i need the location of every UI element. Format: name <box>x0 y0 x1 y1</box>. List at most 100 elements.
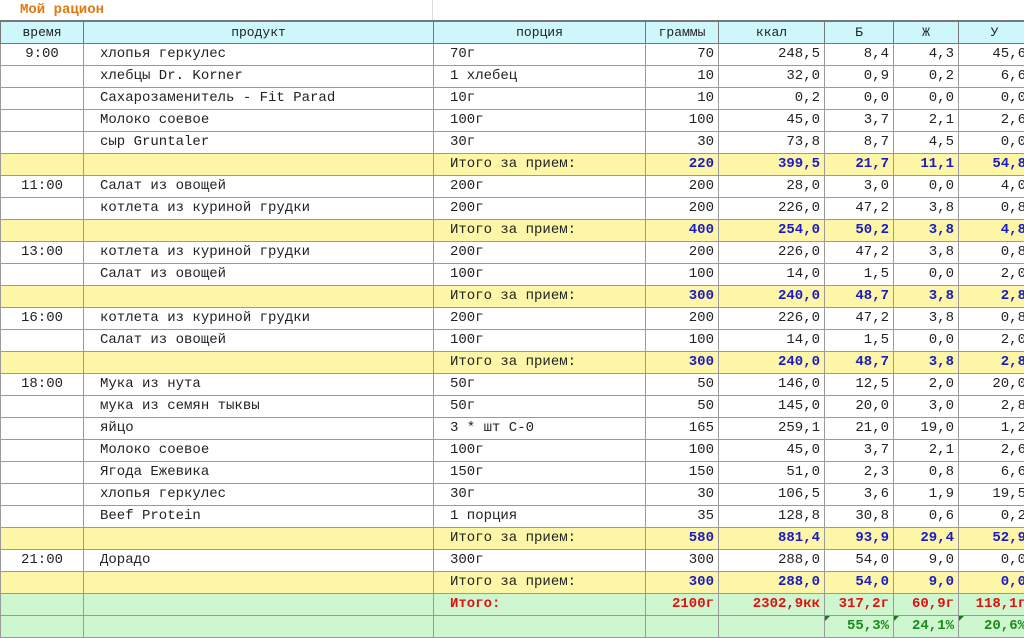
cell-protein[interactable]: 3,6 <box>825 484 894 506</box>
cell-kcal[interactable]: 254,0 <box>719 220 825 242</box>
cell-portion[interactable]: 100г <box>434 330 646 352</box>
cell-product[interactable]: Мука из нута <box>84 374 434 396</box>
cell-product[interactable]: котлета из куриной грудки <box>84 308 434 330</box>
cell-grams[interactable]: 30 <box>646 132 719 154</box>
cell-grams[interactable]: 165 <box>646 418 719 440</box>
cell-product[interactable]: Молоко соевое <box>84 440 434 462</box>
cell-fat[interactable]: 11,1 <box>894 154 959 176</box>
cell-product[interactable]: Молоко соевое <box>84 110 434 132</box>
cell-product[interactable]: котлета из куриной грудки <box>84 242 434 264</box>
cell-time[interactable] <box>1 572 84 594</box>
cell-grams[interactable]: 30 <box>646 484 719 506</box>
cell-time[interactable] <box>1 286 84 308</box>
cell-carbs[interactable]: 0,8 <box>959 308 1024 330</box>
cell-kcal[interactable]: 32,0 <box>719 66 825 88</box>
cell-product[interactable] <box>84 220 434 242</box>
cell-grams[interactable]: 300 <box>646 352 719 374</box>
cell-fat[interactable]: 3,8 <box>894 286 959 308</box>
cell-portion[interactable]: 200г <box>434 198 646 220</box>
cell-carbs[interactable]: 118,1г <box>959 594 1024 616</box>
cell-protein[interactable]: 54,0 <box>825 550 894 572</box>
cell-protein[interactable]: 21,7 <box>825 154 894 176</box>
cell-protein[interactable]: 30,8 <box>825 506 894 528</box>
cell-grams[interactable]: 100 <box>646 264 719 286</box>
cell-grams[interactable]: 300 <box>646 550 719 572</box>
cell-protein[interactable]: 48,7 <box>825 352 894 374</box>
cell-carbs[interactable]: 2,0 <box>959 264 1024 286</box>
cell-protein[interactable]: 54,0 <box>825 572 894 594</box>
header-kcal[interactable]: ккал <box>719 21 825 44</box>
cell-fat[interactable]: 3,8 <box>894 242 959 264</box>
cell-kcal[interactable]: 226,0 <box>719 308 825 330</box>
cell-portion[interactable]: 30г <box>434 484 646 506</box>
cell-time[interactable] <box>1 66 84 88</box>
cell-protein[interactable]: 21,0 <box>825 418 894 440</box>
cell-kcal[interactable]: 51,0 <box>719 462 825 484</box>
cell-time[interactable] <box>1 506 84 528</box>
cell-grams[interactable]: 400 <box>646 220 719 242</box>
cell-portion[interactable]: 1 хлебец <box>434 66 646 88</box>
cell-portion[interactable]: 70г <box>434 44 646 66</box>
cell-carbs[interactable]: 6,6 <box>959 462 1024 484</box>
cell-kcal[interactable]: 146,0 <box>719 374 825 396</box>
cell-portion[interactable]: Итого за прием: <box>434 352 646 374</box>
cell-fat[interactable]: 3,0 <box>894 396 959 418</box>
cell-protein[interactable]: 48,7 <box>825 286 894 308</box>
cell-product[interactable] <box>84 528 434 550</box>
cell-time[interactable] <box>1 528 84 550</box>
cell-protein[interactable]: 47,2 <box>825 198 894 220</box>
cell-carbs[interactable]: 0,0 <box>959 550 1024 572</box>
cell-portion[interactable] <box>434 616 646 638</box>
cell-portion[interactable]: 50г <box>434 396 646 418</box>
cell-fat[interactable]: 0,8 <box>894 462 959 484</box>
cell-time[interactable] <box>1 594 84 616</box>
cell-portion[interactable]: 100г <box>434 440 646 462</box>
cell-kcal[interactable]: 0,2 <box>719 88 825 110</box>
cell-carbs[interactable]: 2,0 <box>959 330 1024 352</box>
cell-fat[interactable]: 9,0 <box>894 572 959 594</box>
header-product[interactable]: продукт <box>84 21 434 44</box>
cell-grams[interactable]: 10 <box>646 66 719 88</box>
cell-fat[interactable]: 1,9 <box>894 484 959 506</box>
cell-carbs[interactable]: 4,0 <box>959 176 1024 198</box>
cell-carbs[interactable]: 45,6 <box>959 44 1024 66</box>
cell-grams[interactable]: 2100г <box>646 594 719 616</box>
cell-portion[interactable]: Итого: <box>434 594 646 616</box>
cell-kcal[interactable]: 288,0 <box>719 550 825 572</box>
cell-product[interactable]: Дорадо <box>84 550 434 572</box>
cell-grams[interactable]: 150 <box>646 462 719 484</box>
cell-fat[interactable]: 2,1 <box>894 110 959 132</box>
cell-protein[interactable]: 3,0 <box>825 176 894 198</box>
cell-kcal[interactable]: 45,0 <box>719 440 825 462</box>
cell-portion[interactable]: 150г <box>434 462 646 484</box>
cell-portion[interactable]: Итого за прием: <box>434 220 646 242</box>
cell-protein[interactable]: 47,2 <box>825 308 894 330</box>
cell-time[interactable] <box>1 396 84 418</box>
cell-grams[interactable]: 10 <box>646 88 719 110</box>
cell-time[interactable]: 18:00 <box>1 374 84 396</box>
cell-kcal[interactable]: 14,0 <box>719 264 825 286</box>
cell-grams[interactable]: 35 <box>646 506 719 528</box>
cell-portion[interactable]: 300г <box>434 550 646 572</box>
cell-carbs[interactable]: 2,8 <box>959 286 1024 308</box>
cell-grams[interactable]: 70 <box>646 44 719 66</box>
cell-protein[interactable]: 2,3 <box>825 462 894 484</box>
cell-fat[interactable]: 3,8 <box>894 308 959 330</box>
cell-fat[interactable]: 0,2 <box>894 66 959 88</box>
cell-carbs[interactable]: 2,6 <box>959 440 1024 462</box>
cell-portion[interactable]: 100г <box>434 110 646 132</box>
cell-kcal[interactable]: 128,8 <box>719 506 825 528</box>
cell-kcal[interactable]: 399,5 <box>719 154 825 176</box>
header-carbs[interactable]: У <box>959 21 1024 44</box>
cell-carbs[interactable]: 52,9 <box>959 528 1024 550</box>
cell-grams[interactable]: 300 <box>646 286 719 308</box>
cell-product[interactable]: яйцо <box>84 418 434 440</box>
cell-fat[interactable]: 60,9г <box>894 594 959 616</box>
cell-fat[interactable]: 3,8 <box>894 198 959 220</box>
cell-portion[interactable]: 30г <box>434 132 646 154</box>
cell-carbs[interactable]: 20,6% <box>959 616 1024 638</box>
header-time[interactable]: время <box>1 21 84 44</box>
cell-kcal[interactable]: 2302,9кк <box>719 594 825 616</box>
cell-product[interactable]: хлопья геркулес <box>84 484 434 506</box>
cell-fat[interactable]: 2,0 <box>894 374 959 396</box>
